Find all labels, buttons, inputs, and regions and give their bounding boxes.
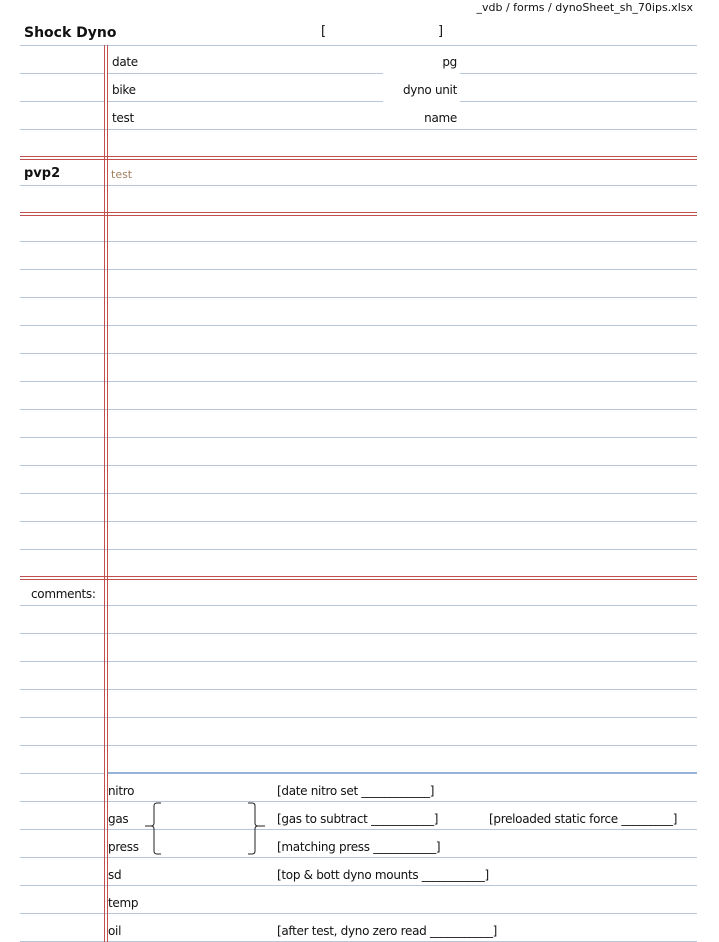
grid-line [20,465,697,466]
right-brace-icon [248,802,265,855]
grid-line [20,913,697,914]
grid-line [107,773,697,774]
grid-line [20,633,697,634]
oil-label: oil [108,924,122,938]
file-path: _vdb / forms / dynoSheet_sh_70ips.xlsx [476,1,693,14]
grid-line [460,73,697,74]
grid-line [107,101,383,102]
grid-line [20,129,697,130]
section-divider [20,156,697,157]
pg-label: pg [442,55,457,69]
grid-line [20,745,697,746]
grid-line [20,45,697,46]
grid-line [20,661,697,662]
section-divider [20,579,697,580]
grid-line [20,549,697,550]
left-brace-icon [145,802,161,855]
grid-line [20,73,105,74]
gas-to-subtract: [gas to subtract ___________] [277,812,439,826]
section-divider [20,576,697,577]
margin-rule [107,45,108,942]
test-label: test [112,111,134,125]
preloaded-static-force: [preloaded static force _________] [489,812,678,826]
grid-line [20,829,697,830]
grid-line [20,801,697,802]
section-test-field[interactable]: test [111,168,133,181]
margin-rule [104,45,105,942]
grid-line [20,409,697,410]
date-nitro-set: [date nitro set ____________] [277,784,435,798]
grid-line [20,269,697,270]
grid-line [20,689,697,690]
press-label: press [108,840,139,854]
name-label: name [424,111,457,125]
temp-label: temp [108,896,139,910]
grid-line [20,381,697,382]
grid-line [20,521,697,522]
bike-label: bike [112,83,136,97]
section-divider [20,159,697,160]
matching-press: [matching press ___________] [277,840,441,854]
grid-line [20,437,697,438]
after-test-zero-read: [after test, dyno zero read ___________] [277,924,498,938]
grid-line [460,101,697,102]
section-label: pvp2 [24,166,61,181]
nitro-label: nitro [108,784,135,798]
grid-line [107,772,697,773]
grid-line [20,885,697,886]
gas-press-brace [145,802,265,855]
grid-line [20,241,697,242]
gas-label: gas [108,812,129,826]
sd-label: sd [108,868,122,882]
grid-line [20,101,105,102]
section-divider [20,215,697,216]
grid-line [107,73,383,74]
bracket-close: ] [438,24,444,39]
grid-line [20,325,697,326]
grid-line [20,185,697,186]
comments-label: comments: [31,587,96,601]
grid-line [20,717,697,718]
top-bott-dyno-mounts: [top & bott dyno mounts ___________] [277,868,489,882]
date-label: date [112,55,138,69]
grid-line [20,605,697,606]
grid-line [20,773,105,774]
grid-line [20,353,697,354]
grid-line [20,493,697,494]
dyno-unit-label: dyno unit [402,83,457,97]
section-divider [20,212,697,213]
page-title: Shock Dyno [24,25,117,41]
grid-line [20,297,697,298]
grid-line [20,857,697,858]
bracket-open: [ [321,24,327,39]
